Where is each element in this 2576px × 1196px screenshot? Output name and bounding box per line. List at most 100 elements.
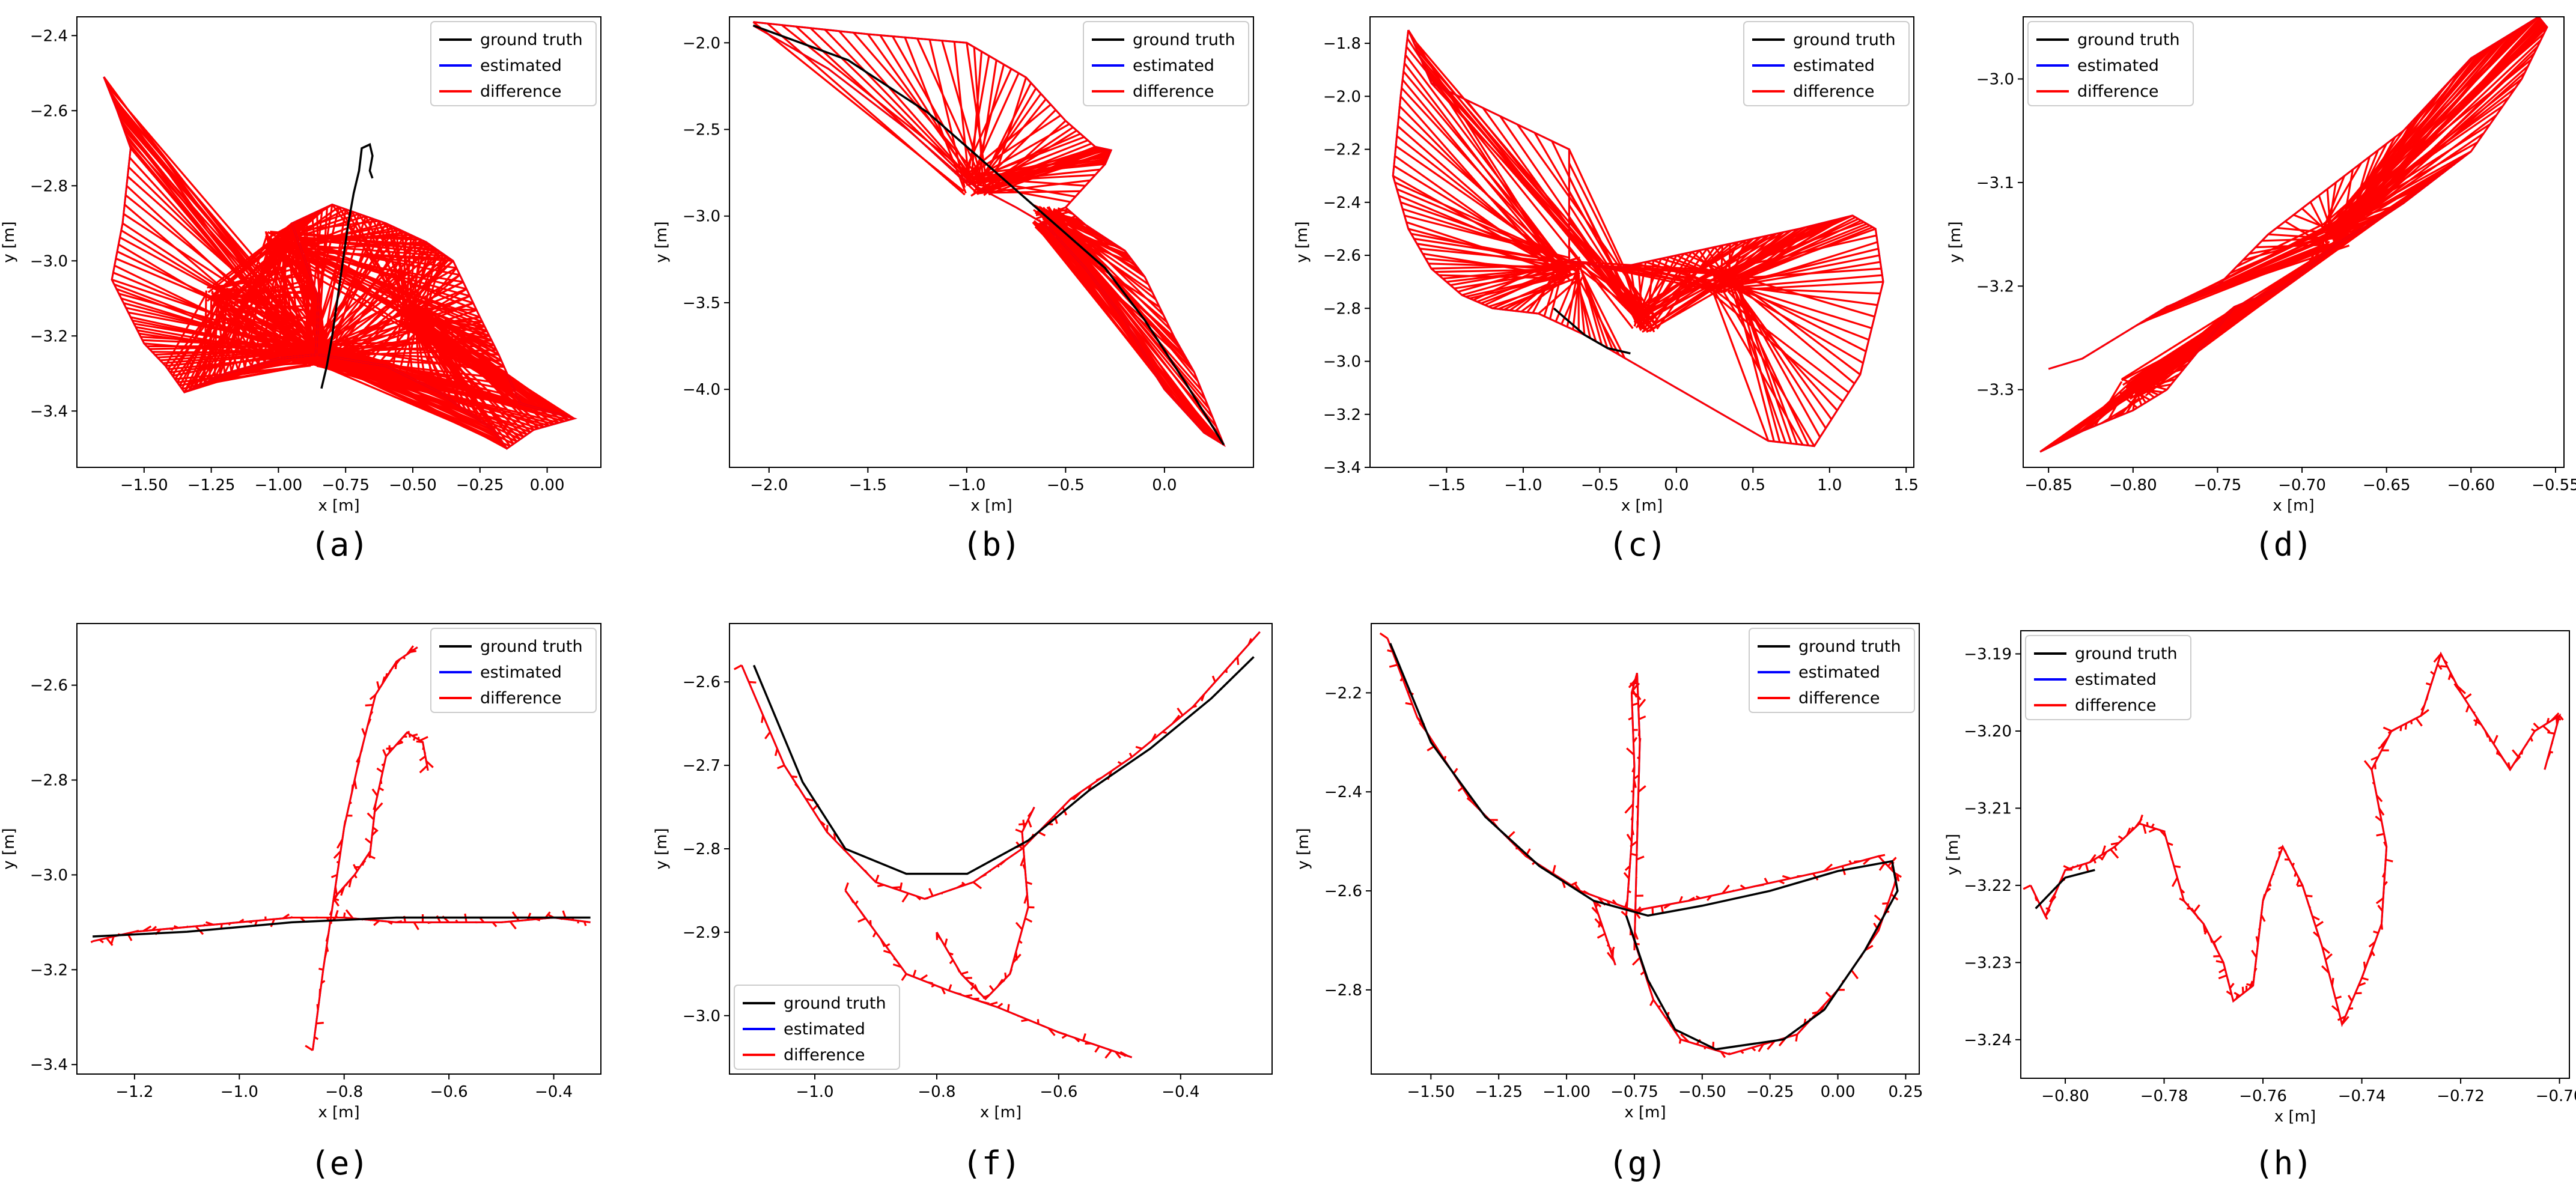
difference-segment-h <box>2415 717 2423 727</box>
difference-segment-g <box>1405 702 1413 706</box>
difference-segment-b <box>1055 208 1138 268</box>
difference-segment-c <box>1398 115 1562 261</box>
difference-segment-g <box>1597 933 1606 939</box>
difference-segment-c <box>1394 155 1564 276</box>
difference-segment-g <box>1850 969 1859 980</box>
difference-segment-e <box>382 749 387 757</box>
caption-d: (d) <box>2254 526 2313 563</box>
legend-e: ground truth estimated difference <box>430 628 597 713</box>
difference-segment-a <box>266 250 317 348</box>
difference-segment-f <box>776 764 785 770</box>
difference-segment-g <box>1457 787 1463 792</box>
difference-segment-g <box>1570 881 1577 886</box>
difference-line-f-1 <box>844 890 1133 1058</box>
caption-c: (c) <box>1608 526 1667 563</box>
difference-line-e-1 <box>92 916 591 943</box>
difference-segment-a <box>404 311 414 380</box>
legend-label-ground-truth: ground truth <box>480 637 583 656</box>
x-axis-label-g: x [m] <box>1624 1103 1666 1122</box>
y-tick-label-g: −2.8 <box>1324 982 1362 1000</box>
difference-segment-c <box>1642 244 1723 330</box>
ground-truth-line-c <box>1553 307 1631 354</box>
ground-truth-line-h <box>2035 869 2095 909</box>
plot-area-f <box>734 631 1261 1059</box>
x-tick-label-d: −0.75 <box>2194 476 2242 494</box>
difference-segment-a <box>407 311 575 420</box>
legend-label-estimated: estimated <box>1793 56 1875 75</box>
difference-line-g-2 <box>1592 900 1616 966</box>
y-tick-label-b: −3.0 <box>683 208 720 226</box>
difference-segment-c <box>1582 274 1615 352</box>
difference-segment-a <box>327 363 499 438</box>
difference-segment-b <box>964 163 1106 179</box>
difference-segment-a <box>326 324 415 357</box>
y-tick-label-e: −3.0 <box>30 866 68 884</box>
y-tick-label-c: −2.8 <box>1323 300 1361 318</box>
difference-segment-a <box>306 361 467 412</box>
x-tick-label-a: −1.00 <box>255 476 303 494</box>
difference-segment-b <box>853 32 989 188</box>
plot-area-a <box>103 76 577 450</box>
difference-segment-f <box>1038 831 1046 837</box>
difference-segment-b <box>1037 225 1160 381</box>
legend-label-difference: difference <box>480 689 562 708</box>
difference-segment-a <box>423 314 461 407</box>
difference-segment-c <box>1580 270 1626 359</box>
difference-segment-g <box>1637 785 1646 793</box>
difference-segment-b <box>795 26 979 195</box>
difference-segment-e <box>316 1022 324 1025</box>
difference-segment-c <box>1648 229 1792 321</box>
y-tick-label-h: −3.22 <box>1964 877 2012 895</box>
difference-segment-a <box>422 309 535 431</box>
legend-label-difference: difference <box>784 1046 865 1064</box>
difference-segment-e <box>419 736 428 742</box>
difference-segment-g <box>1624 803 1634 814</box>
difference-segment-a <box>326 288 467 345</box>
difference-segment-a <box>328 363 474 417</box>
difference-segment-c <box>1405 46 1583 265</box>
difference-segment-h <box>2440 665 2448 668</box>
y-tick-label-e: −2.6 <box>30 677 68 695</box>
difference-segment-d <box>2050 386 2133 448</box>
difference-segment-b <box>904 37 967 194</box>
difference-segment-c <box>1402 70 1566 265</box>
legend-label-estimated: estimated <box>480 56 562 75</box>
difference-segment-e <box>333 850 342 859</box>
difference-segment-f <box>972 881 982 890</box>
x-tick-label-c: −0.5 <box>1581 476 1619 494</box>
y-tick-label-g: −2.2 <box>1324 684 1362 702</box>
difference-segment-d <box>2107 394 2124 422</box>
x-axis-label-f: x [m] <box>980 1103 1022 1122</box>
legend-c: ground truth estimated difference <box>1743 21 1910 106</box>
difference-segment-c <box>1650 228 1800 327</box>
difference-segment-a <box>420 267 457 314</box>
legend-box <box>1743 21 1910 106</box>
difference-segment-f <box>1006 1004 1010 1012</box>
caption-e: (e) <box>310 1144 369 1182</box>
x-tick-label-a: −1.50 <box>120 476 168 494</box>
difference-segment-b <box>966 114 1062 178</box>
difference-segment-e <box>376 767 383 773</box>
difference-segment-d <box>2318 195 2332 229</box>
legend-b: ground truth estimated difference <box>1083 21 1249 106</box>
difference-segment-g <box>1626 747 1635 756</box>
axes-frame-b <box>729 16 1254 468</box>
legend-box <box>1083 21 1249 106</box>
difference-segment-g <box>1878 862 1886 871</box>
y-tick-label-e: −3.2 <box>30 961 68 979</box>
difference-segment-e <box>511 911 520 921</box>
x-tick-label-h: −0.80 <box>2041 1087 2089 1105</box>
difference-segment-a <box>405 241 427 314</box>
difference-segment-g <box>1795 1034 1798 1042</box>
difference-segment-b <box>1034 223 1091 276</box>
x-tick-label-d: −0.80 <box>2109 476 2157 494</box>
difference-segment-f <box>928 888 934 897</box>
difference-segment-c <box>1733 272 1781 443</box>
y-tick-label-c: −3.0 <box>1323 353 1361 371</box>
legend-box <box>2025 635 2191 720</box>
y-tick-label-c: −3.4 <box>1323 459 1361 477</box>
difference-segment-e <box>376 681 380 690</box>
x-axis-label-c: x [m] <box>1621 497 1663 515</box>
